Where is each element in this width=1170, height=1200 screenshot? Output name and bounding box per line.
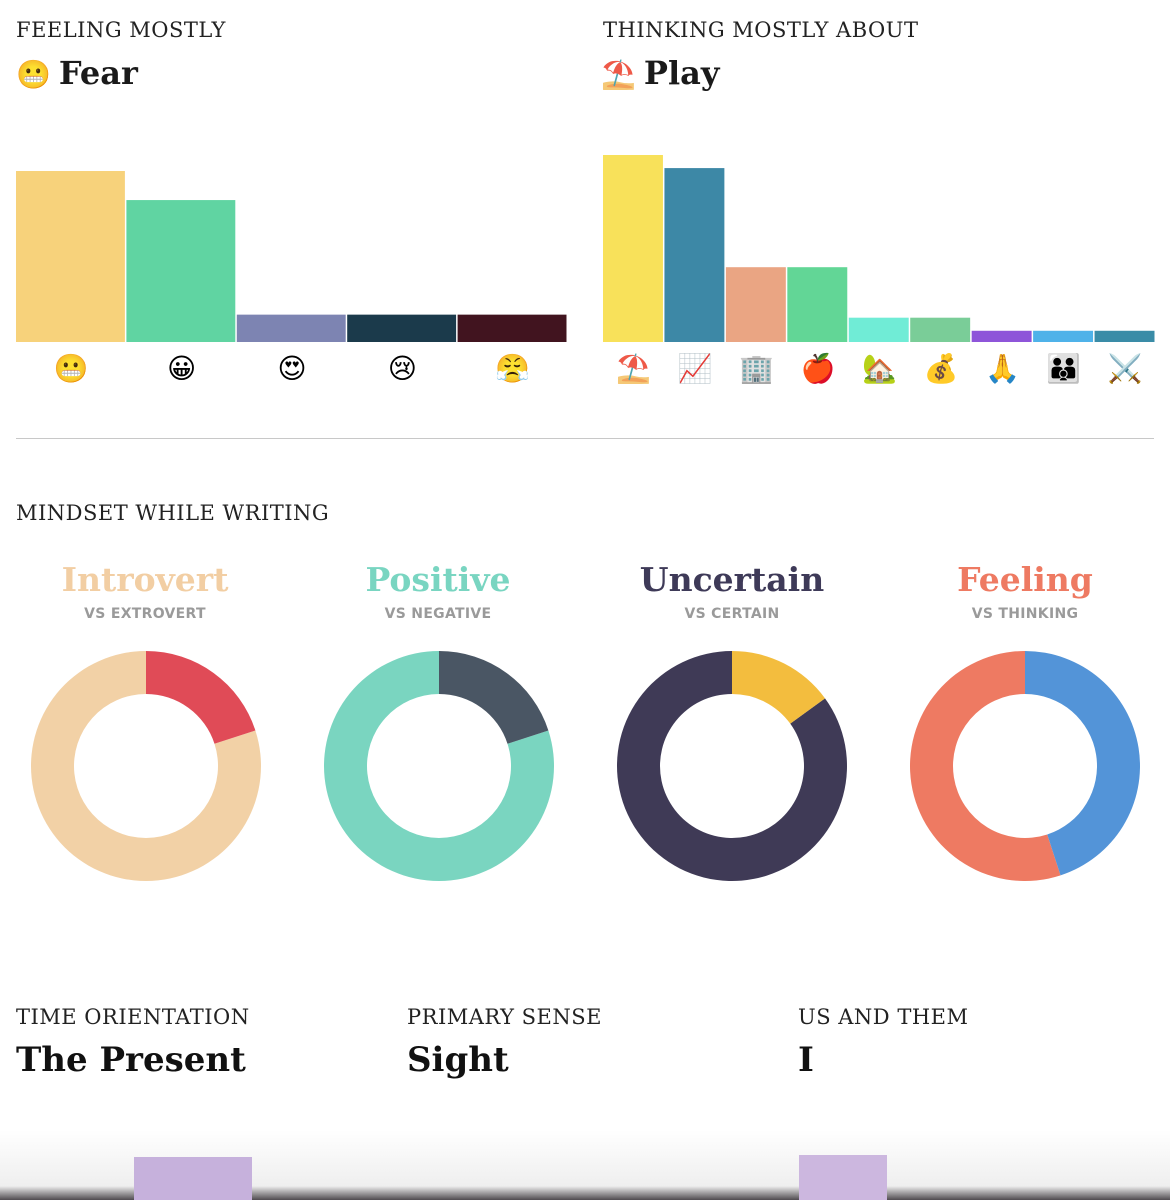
thinking-section-label: THINKING MOSTLY ABOUT bbox=[603, 18, 919, 42]
thinking-bar-6 bbox=[971, 330, 1032, 342]
mindset-introvert-title: Introvert bbox=[61, 560, 229, 599]
us-and-them-value: I bbox=[798, 1040, 814, 1080]
mindset-uncertain-block: Uncertain VS CERTAIN bbox=[592, 560, 872, 622]
peek-bar-right bbox=[799, 1155, 887, 1200]
mindset-positive-slice-0 bbox=[324, 651, 554, 881]
feeling-headline: 😬 Fear bbox=[16, 54, 138, 92]
thinking-value: Play bbox=[643, 54, 720, 92]
thinking-bar-5 bbox=[910, 317, 971, 342]
mindset-uncertain-subtitle: VS CERTAIN bbox=[684, 606, 780, 622]
peek-bar-left bbox=[134, 1157, 252, 1200]
thinking-bar-0 bbox=[603, 155, 663, 342]
mindset-introvert-subtitle: VS EXTROVERT bbox=[84, 606, 206, 622]
fear-emoji-icon: 😬 bbox=[16, 58, 51, 91]
feeling-value: Fear bbox=[58, 54, 138, 92]
thinking-bar-1 bbox=[664, 168, 725, 342]
mindset-feeling-title: Feeling bbox=[957, 560, 1093, 599]
feeling-tick-label-1: 😀 bbox=[167, 352, 196, 385]
thinking-tick-label-1: 📈 bbox=[678, 352, 713, 385]
feeling-bar-2 bbox=[236, 314, 346, 342]
feeling-bar-1 bbox=[126, 200, 236, 342]
time-orientation-value: The Present bbox=[16, 1040, 246, 1080]
us-and-them-label: US AND THEM bbox=[798, 1005, 969, 1029]
thinking-bar-7 bbox=[1033, 330, 1094, 342]
thinking-tick-label-0: ⛱️ bbox=[616, 352, 651, 385]
mindset-feeling-slice-0 bbox=[910, 651, 1061, 881]
thinking-bar-4 bbox=[848, 317, 909, 342]
thinking-tick-label-6: 🙏 bbox=[985, 352, 1020, 385]
thinking-bar-8 bbox=[1094, 330, 1155, 342]
mindset-introvert-slice-0 bbox=[30, 651, 262, 881]
feeling-bar-0 bbox=[16, 171, 125, 342]
thinking-tick-label-5: 💰 bbox=[924, 352, 959, 385]
feeling-tick-label-4: 😤 bbox=[495, 352, 530, 385]
mindset-feeling-subtitle: VS THINKING bbox=[971, 606, 1079, 622]
feeling-tick-label-2: 😍 bbox=[277, 352, 306, 385]
feeling-section-label: FEELING MOSTLY bbox=[16, 18, 226, 42]
feeling-bar-3 bbox=[347, 314, 457, 342]
thinking-tick-label-7: 👪 bbox=[1046, 352, 1081, 385]
primary-sense-label: PRIMARY SENSE bbox=[407, 1005, 602, 1029]
thinking-bar-chart: ⛱️ 📈 🏢 🍎 🏡 💰 🙏 👪 ⚔️ bbox=[603, 155, 1155, 385]
beach-umbrella-emoji-icon: ⛱️ bbox=[601, 58, 636, 91]
thinking-tick-label-2: 🏢 bbox=[739, 352, 774, 385]
mindset-introvert-slice-1 bbox=[146, 651, 256, 744]
thinking-tick-label-4: 🏡 bbox=[862, 352, 897, 385]
primary-sense-value: Sight bbox=[407, 1040, 509, 1080]
mindset-uncertain-slice-0 bbox=[617, 651, 847, 881]
mindset-positive-subtitle: VS NEGATIVE bbox=[384, 606, 492, 622]
mindset-introvert-donut bbox=[30, 651, 262, 881]
mindset-uncertain-slice-1 bbox=[732, 651, 826, 724]
feeling-tick-label-0: 😬 bbox=[54, 352, 89, 385]
section-divider bbox=[16, 438, 1154, 439]
mindset-positive-title: Positive bbox=[365, 560, 511, 599]
mindset-positive-slice-1 bbox=[439, 651, 549, 744]
mindset-feeling-block: Feeling VS THINKING bbox=[885, 560, 1165, 622]
mindset-feeling-slice-1 bbox=[1025, 651, 1140, 876]
thinking-bar-2 bbox=[725, 267, 786, 342]
feeling-bar-chart: 😬 😀 😍 😢 😤 bbox=[16, 171, 567, 385]
thinking-headline: ⛱️ Play bbox=[601, 54, 719, 92]
mindset-positive-block: Positive VS NEGATIVE bbox=[298, 560, 578, 622]
thinking-tick-label-8: ⚔️ bbox=[1108, 352, 1143, 385]
mindset-section-label: MINDSET WHILE WRITING bbox=[16, 501, 330, 525]
feeling-tick-label-3: 😢 bbox=[388, 352, 417, 385]
mindset-uncertain-title: Uncertain bbox=[639, 560, 825, 599]
mindset-introvert-block: Introvert VS EXTROVERT bbox=[5, 560, 285, 622]
thinking-tick-label-3: 🍎 bbox=[801, 351, 836, 385]
mindset-feeling-donut bbox=[910, 651, 1140, 881]
mindset-uncertain-donut bbox=[617, 651, 847, 881]
time-orientation-label: TIME ORIENTATION bbox=[16, 1005, 250, 1029]
thinking-bar-3 bbox=[787, 267, 848, 342]
mindset-positive-donut bbox=[324, 651, 554, 881]
feeling-bar-4 bbox=[457, 314, 567, 342]
